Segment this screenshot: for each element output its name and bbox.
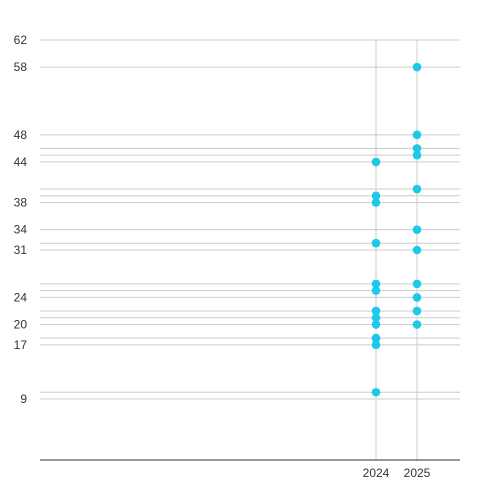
data-point xyxy=(412,320,422,329)
y-tick-label: 31 xyxy=(14,243,28,257)
x-axis: 2024 2025 xyxy=(40,459,460,480)
y-tick-label: 9 xyxy=(20,392,27,406)
data-point xyxy=(371,306,381,316)
y-tick-label: 62 xyxy=(14,33,28,47)
data-point xyxy=(371,157,381,167)
data-point xyxy=(371,238,381,248)
y-tick-label: 20 xyxy=(14,318,28,332)
y-tick-label: 48 xyxy=(14,128,28,142)
data-point xyxy=(371,279,381,289)
y-tick-label: 34 xyxy=(14,223,28,237)
data-point xyxy=(412,306,422,316)
y-tick-label: 58 xyxy=(14,60,28,74)
x-tick-label: 2025 xyxy=(404,466,431,480)
data-point xyxy=(371,191,381,201)
data-point xyxy=(371,333,381,343)
data-point xyxy=(371,198,381,207)
data-points xyxy=(371,62,422,397)
data-point xyxy=(412,279,422,289)
y-axis-tick-labels: 9 17 20 24 31 34 38 44 48 58 62 xyxy=(14,33,28,406)
data-point xyxy=(412,293,422,302)
data-point xyxy=(412,130,422,140)
data-point xyxy=(412,150,422,160)
x-tick-label: 2024 xyxy=(363,466,390,480)
data-point xyxy=(371,387,381,397)
data-point xyxy=(371,320,381,329)
grid-lines xyxy=(40,39,460,460)
data-point xyxy=(371,286,381,295)
data-point xyxy=(371,313,381,323)
y-tick-label: 17 xyxy=(14,338,28,352)
y-tick-label: 44 xyxy=(14,155,28,169)
data-point xyxy=(371,340,381,350)
y-tick-label: 24 xyxy=(14,290,28,304)
y-tick-label: 38 xyxy=(14,196,28,210)
data-point xyxy=(412,225,422,234)
data-point xyxy=(412,245,422,255)
data-point xyxy=(412,184,422,194)
data-point xyxy=(412,144,422,153)
data-point xyxy=(412,62,422,72)
